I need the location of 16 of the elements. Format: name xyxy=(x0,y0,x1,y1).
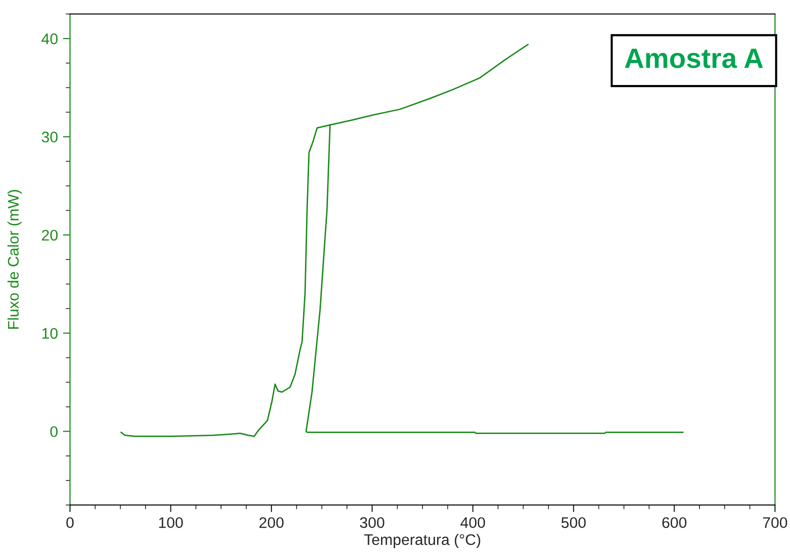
y-tick-label: 30 xyxy=(42,132,58,142)
y-tick-label: 20 xyxy=(42,230,58,241)
x-tick-label: 300 xyxy=(360,517,384,528)
x-tick-label: 700 xyxy=(763,517,788,528)
x-tick-label: 200 xyxy=(259,517,284,528)
x-tick-label: 400 xyxy=(460,517,486,528)
y-tick-label: 40 xyxy=(42,33,58,44)
x-tick-label: 100 xyxy=(159,517,183,528)
x-axis-title: Temperatura (°C) xyxy=(364,534,480,548)
x-tick-label: 600 xyxy=(662,517,686,528)
annotation: Amostra A xyxy=(624,48,763,68)
y-tick-label: 10 xyxy=(42,328,58,339)
y-tick-label: 0 xyxy=(50,426,58,438)
y-axis-title: Fluxo de Calor (mW) xyxy=(8,190,22,329)
x-tick-label: 500 xyxy=(561,517,586,528)
x-tick-label: 0 xyxy=(66,517,74,528)
